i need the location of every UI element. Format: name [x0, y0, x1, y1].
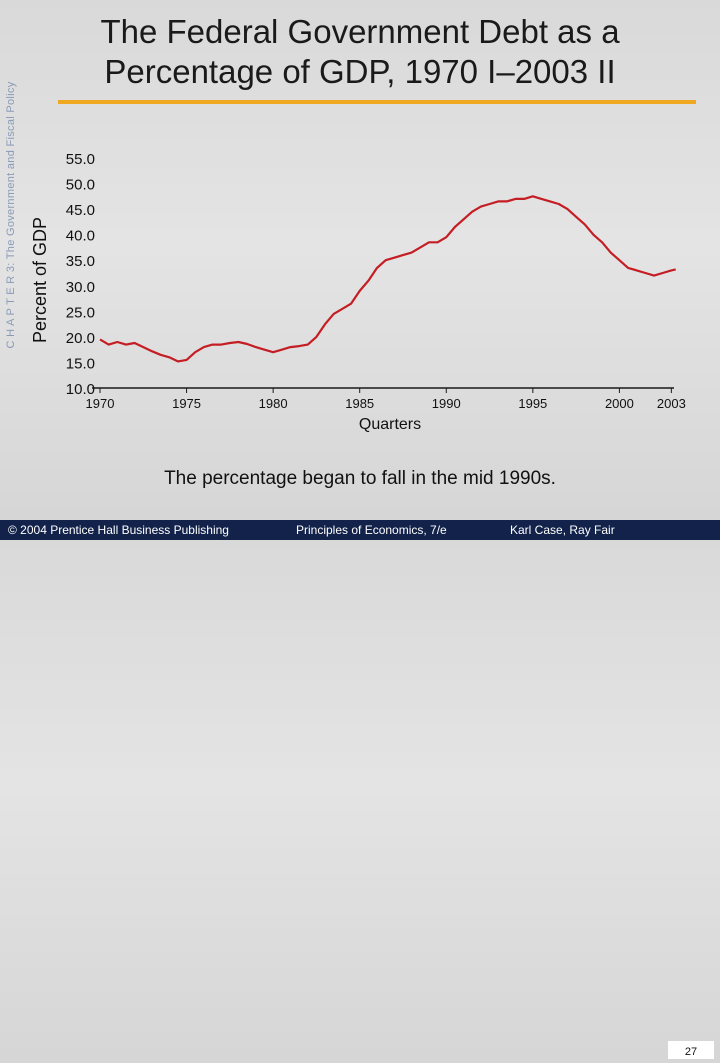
y-tick-label: 35.0	[66, 253, 95, 270]
x-tick-label: 1985	[345, 396, 374, 411]
y-tick-label: 55.0	[66, 151, 95, 168]
slide-footer: © 2004 Prentice Hall Business Publishing…	[0, 520, 720, 1059]
debt-series-line	[99, 195, 676, 363]
x-tick-label: 1995	[518, 396, 547, 411]
slide-caption: The percentage began to fall in the mid …	[164, 468, 556, 489]
title-underline-rule	[58, 100, 696, 104]
y-tick-label: 50.0	[66, 177, 95, 194]
x-axis-ticks: 1970 1975 1980 1985 1990 1995 2000 2003	[86, 388, 686, 411]
y-tick-label: 40.0	[66, 228, 95, 245]
y-tick-label: 25.0	[66, 304, 95, 321]
slide-title: The Federal Government Debt as a Percent…	[40, 12, 680, 92]
x-axis-label: Quarters	[359, 416, 421, 433]
debt-line-chart: 10.0 15.0 20.0 25.0 30.0 35.0 40.0 45.0 50.0 55.0…	[30, 151, 686, 433]
x-tick-label: 1970	[86, 396, 115, 411]
x-tick-label: 2003	[657, 396, 686, 411]
y-tick-label: 45.0	[66, 202, 95, 219]
footer-copyright: © 2004 Prentice Hall Business Publishing	[8, 523, 229, 537]
slide-title-line-2: Percentage of GDP, 1970 I–2003 II	[104, 53, 616, 90]
y-tick-label: 10.0	[66, 381, 95, 398]
footer-book-title: Principles of Economics, 7/e	[296, 523, 447, 537]
footer-authors: Karl Case, Ray Fair	[510, 523, 615, 537]
x-tick-label: 2000	[605, 396, 634, 411]
x-tick-label: 1975	[172, 396, 201, 411]
y-axis-ticks: 10.0 15.0 20.0 25.0 30.0 35.0 40.0 45.0 50.0 55.0	[66, 151, 95, 398]
page-number: 27	[668, 1041, 714, 1059]
x-tick-label: 1990	[432, 396, 461, 411]
x-tick-label: 1980	[259, 396, 288, 411]
slide-title-line-1: The Federal Government Debt as a	[100, 13, 620, 50]
y-tick-label: 15.0	[66, 355, 95, 372]
y-tick-label: 20.0	[66, 330, 95, 347]
y-axis-label: Percent of GDP	[30, 217, 50, 343]
y-tick-label: 30.0	[66, 279, 95, 296]
